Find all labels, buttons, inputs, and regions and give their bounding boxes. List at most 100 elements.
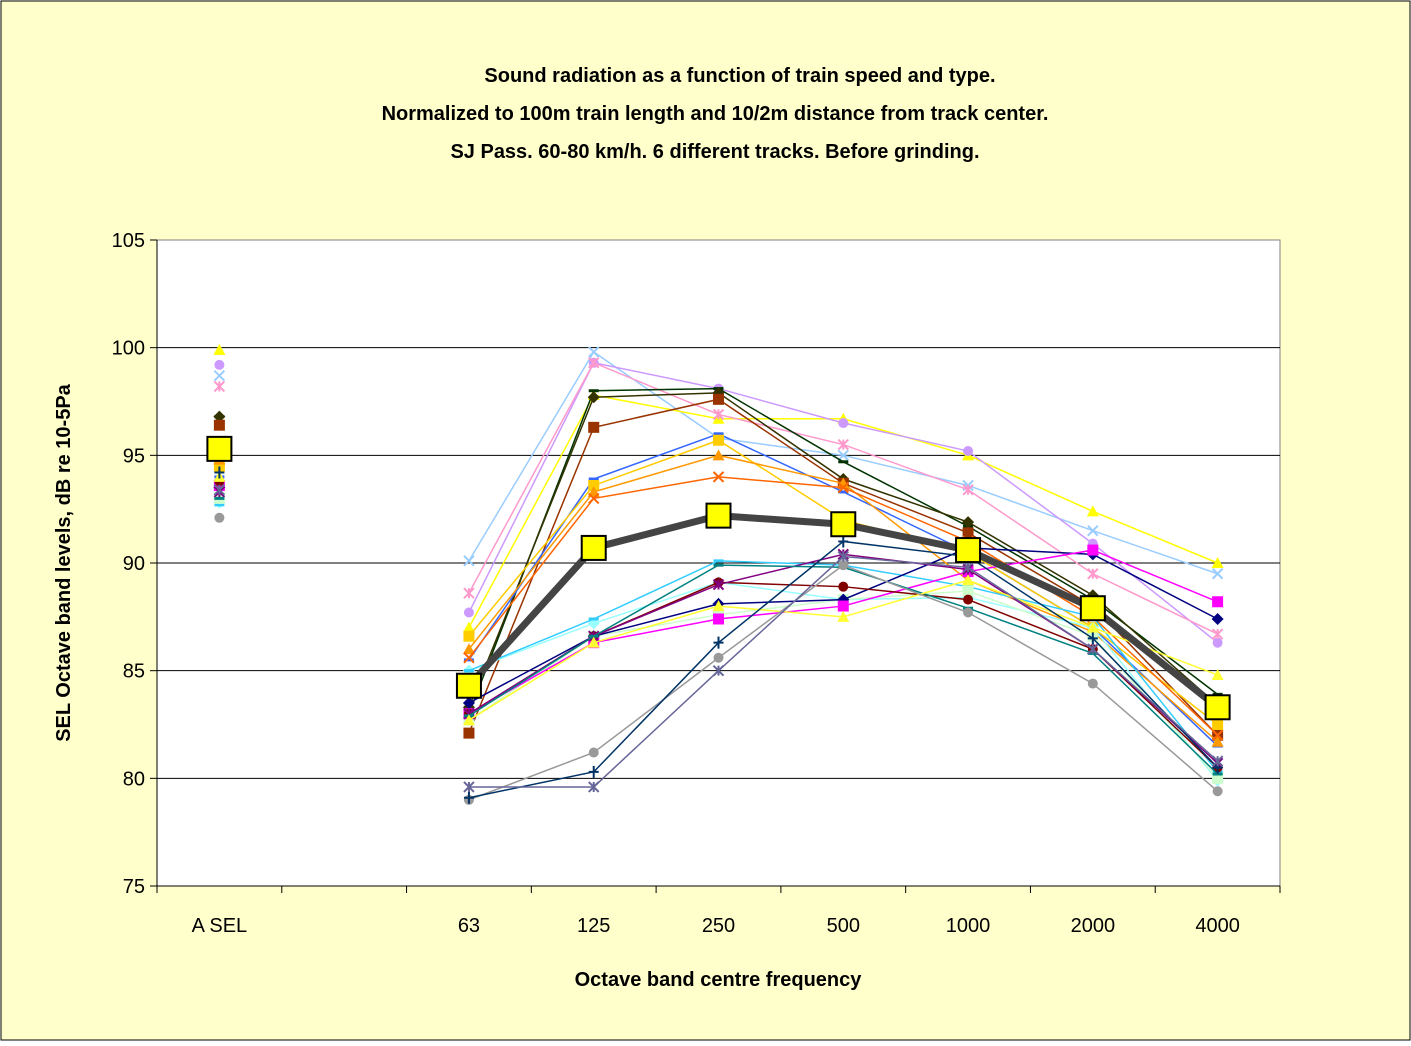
- marker: [1212, 596, 1224, 608]
- marker: [1079, 595, 1106, 622]
- marker: [213, 410, 226, 423]
- marker: [712, 578, 725, 591]
- marker: [830, 511, 857, 538]
- marker: [463, 587, 475, 599]
- marker: [588, 492, 600, 505]
- marker: [463, 781, 475, 793]
- x-tick-label: 1000: [946, 915, 991, 937]
- marker: [963, 446, 974, 457]
- marker: [1087, 524, 1099, 537]
- x-tick-label: 4000: [1195, 915, 1240, 937]
- marker: [963, 594, 974, 605]
- marker: [213, 484, 226, 496]
- marker: [1211, 628, 1224, 640]
- chart-title: Normalized to 100m train length and 10/2…: [382, 103, 1049, 125]
- marker: [1086, 505, 1099, 517]
- marker: [580, 534, 607, 561]
- series: [213, 484, 1224, 793]
- marker: [713, 613, 724, 625]
- marker: [463, 652, 475, 664]
- x-tick-label: 500: [827, 915, 860, 937]
- marker: [1212, 637, 1223, 648]
- marker: [712, 600, 725, 612]
- marker: [837, 610, 850, 622]
- y-tick-label: 75: [123, 876, 145, 898]
- marker: [213, 380, 226, 393]
- marker: [1211, 568, 1224, 580]
- series: [213, 357, 1224, 640]
- y-tick-label: 85: [123, 661, 145, 683]
- marker: [462, 643, 475, 655]
- marker: [837, 600, 849, 612]
- marker: [462, 696, 475, 709]
- marker: [962, 574, 975, 586]
- x-tick-label: 125: [577, 915, 610, 937]
- marker: [587, 391, 600, 404]
- marker: [713, 652, 724, 663]
- chart-title: Sound radiation as a function of train s…: [484, 65, 995, 87]
- marker: [1087, 544, 1099, 556]
- marker: [455, 672, 482, 699]
- x-tick-label: 63: [458, 915, 480, 937]
- marker: [1204, 694, 1231, 721]
- marker: [962, 527, 974, 539]
- marker: [206, 435, 233, 462]
- marker: [588, 357, 600, 369]
- marker: [1087, 568, 1099, 580]
- marker: [1087, 632, 1098, 645]
- marker: [837, 550, 849, 563]
- marker: [463, 727, 475, 739]
- marker: [963, 607, 974, 618]
- marker: [1211, 557, 1224, 568]
- marker: [712, 449, 725, 461]
- marker: [587, 636, 600, 648]
- marker: [214, 466, 225, 479]
- x-tick-label: 250: [702, 915, 735, 937]
- marker: [1211, 735, 1224, 747]
- marker: [588, 421, 600, 433]
- marker: [838, 581, 849, 592]
- marker: [712, 664, 725, 677]
- y-tick-label: 95: [123, 445, 145, 467]
- marker: [705, 502, 732, 529]
- marker: [1212, 719, 1224, 730]
- marker: [588, 346, 600, 358]
- marker: [1212, 786, 1223, 797]
- marker: [214, 512, 225, 523]
- marker: [463, 630, 475, 642]
- marker: [213, 343, 226, 355]
- marker: [838, 535, 849, 548]
- marker: [837, 481, 849, 494]
- chart-title: SJ Pass. 60-80 km/h. 6 different tracks.…: [450, 141, 979, 163]
- x-tick-label: A SEL: [192, 915, 248, 937]
- marker: [1211, 668, 1224, 680]
- marker: [588, 747, 599, 758]
- marker: [462, 714, 475, 726]
- x-axis-title: Octave band centre frequency: [575, 969, 863, 991]
- marker: [962, 484, 974, 496]
- marker: [962, 516, 975, 529]
- marker: [588, 765, 599, 778]
- marker: [1087, 643, 1099, 655]
- y-tick-label: 90: [123, 553, 145, 575]
- marker: [955, 537, 982, 564]
- marker: [1211, 729, 1224, 741]
- marker: [713, 434, 724, 446]
- marker: [1087, 678, 1098, 689]
- marker: [837, 438, 849, 451]
- marker: [712, 408, 725, 421]
- marker: [1211, 612, 1224, 625]
- marker: [713, 393, 724, 405]
- marker: [588, 781, 600, 793]
- marker: [713, 636, 724, 649]
- marker: [1086, 621, 1099, 633]
- marker: [462, 621, 475, 633]
- marker: [838, 560, 849, 571]
- y-axis-title: SEL Octave band levels, dB re 10-5Pa: [53, 383, 75, 741]
- x-tick-label: 2000: [1071, 915, 1116, 937]
- y-tick-label: 100: [112, 338, 145, 360]
- marker: [213, 369, 226, 382]
- marker: [962, 561, 974, 574]
- marker: [837, 449, 849, 462]
